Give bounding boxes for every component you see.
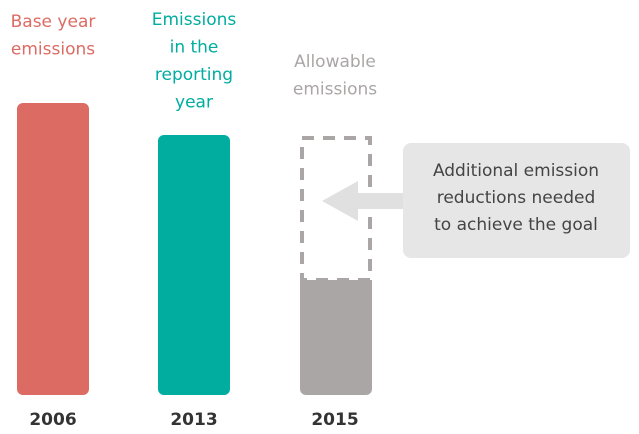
allowable-bar bbox=[300, 280, 372, 395]
callout-text: Additional emission bbox=[433, 161, 599, 181]
column-label: in the bbox=[170, 38, 219, 58]
callout-text: to achieve the goal bbox=[434, 215, 598, 235]
base-year-bar bbox=[17, 103, 89, 395]
column-label: Allowable bbox=[294, 52, 376, 72]
reporting-year-bar bbox=[158, 135, 230, 395]
year-label: 2013 bbox=[170, 410, 217, 430]
labels: Base year emissions 2006 Emissions in the rep… bbox=[11, 10, 599, 430]
callout-box bbox=[403, 143, 630, 258]
callout-arrow bbox=[322, 181, 403, 221]
column-label: emissions bbox=[293, 80, 377, 100]
year-label: 2006 bbox=[29, 410, 76, 430]
column-label: Base year bbox=[11, 12, 96, 32]
year-label: 2015 bbox=[311, 410, 358, 430]
column-label: emissions bbox=[11, 40, 95, 60]
callout-text: reductions needed bbox=[437, 188, 596, 208]
column-label: year bbox=[175, 93, 213, 113]
column-label: Emissions bbox=[152, 10, 237, 30]
column-label: reporting bbox=[155, 65, 233, 85]
